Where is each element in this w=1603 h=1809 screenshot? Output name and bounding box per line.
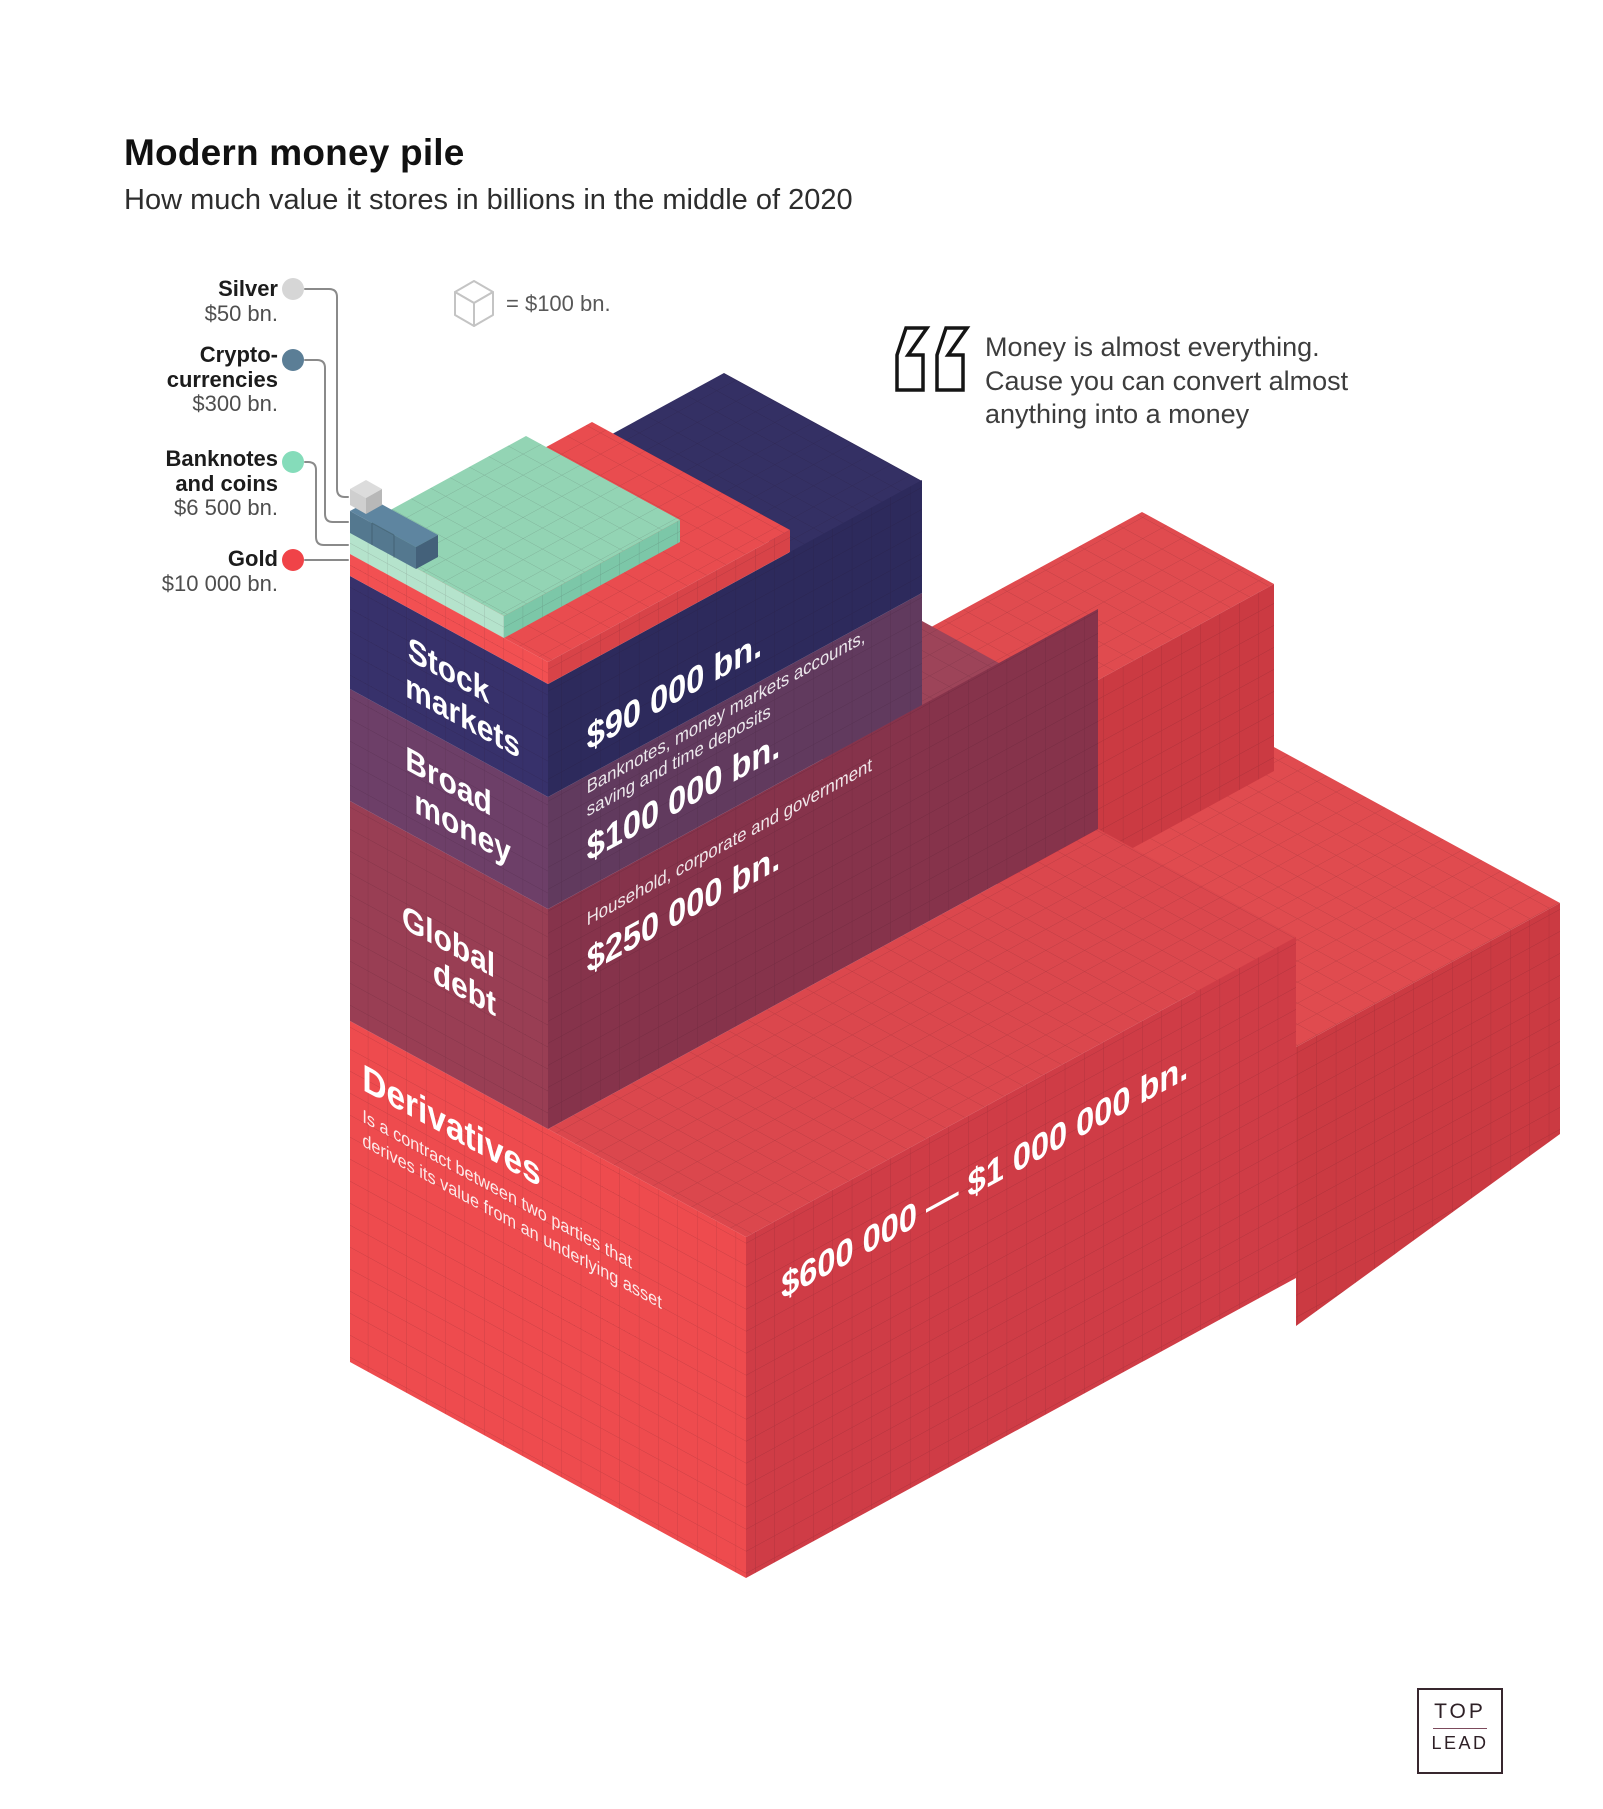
page-title: Modern money pile: [124, 132, 465, 173]
crypto-dot: [282, 349, 304, 371]
quote-line-1: Money is almost everything.: [985, 332, 1320, 362]
callout-leaders: [304, 288, 349, 561]
crypto-leader-line: [304, 359, 349, 523]
callout-gold-label: Gold: [227, 546, 278, 571]
callout-gold-value: $10 000 bn.: [161, 570, 278, 596]
page-subtitle: How much value it stores in billions in …: [124, 184, 853, 216]
logo-lead-text: LEAD: [1431, 1733, 1489, 1753]
double-quote-icon: [895, 326, 971, 392]
callout-banknotes-label-2: and coins: [175, 470, 278, 496]
callout-banknotes-label-1: Banknotes: [165, 446, 278, 471]
callout-crypto: Crypto- currencies $300 bn.: [100, 342, 278, 417]
callout-silver-value: $50 bn.: [204, 300, 278, 326]
callout-dots: [282, 278, 304, 571]
banknotes-plate: [350, 436, 680, 638]
callout-banknotes-value: $6 500 bn.: [174, 495, 278, 520]
quote-text: Money is almost everything. Cause you ca…: [985, 331, 1435, 432]
callout-banknotes: Banknotes and coins $6 500 bn.: [100, 446, 278, 521]
logo-divider: [1433, 1728, 1487, 1729]
silver-cube: [350, 480, 382, 514]
callout-silver: Silver $50 bn.: [100, 276, 278, 326]
quote-line-3: anything into a money: [985, 399, 1250, 429]
unit-legend-label: = $100 bn.: [506, 291, 611, 316]
crypto-cubes: [350, 499, 438, 569]
gold-dot: [282, 549, 304, 571]
top-lead-logo: TOP LEAD: [1417, 1688, 1503, 1774]
callout-silver-label: Silver: [218, 276, 278, 301]
callout-crypto-value: $300 bn.: [192, 391, 278, 416]
callout-crypto-label-1: Crypto-: [199, 342, 278, 367]
callout-crypto-label-2: currencies: [166, 366, 278, 392]
silver-dot: [282, 278, 304, 300]
stock-markets-block: Stock markets $90 000 bn.: [350, 373, 922, 797]
callout-gold: Gold $10 000 bn.: [100, 546, 278, 596]
logo-top-text: TOP: [1434, 1700, 1486, 1723]
silver-leader-line: [304, 288, 349, 498]
quote-line-2: Cause you can convert almost: [985, 365, 1349, 396]
cube-icon: [454, 280, 494, 327]
derivatives-block: Derivatives Is a contract between two pa…: [350, 829, 1296, 1578]
banknotes-leader-line: [304, 461, 349, 546]
banknotes-dot: [282, 451, 304, 473]
